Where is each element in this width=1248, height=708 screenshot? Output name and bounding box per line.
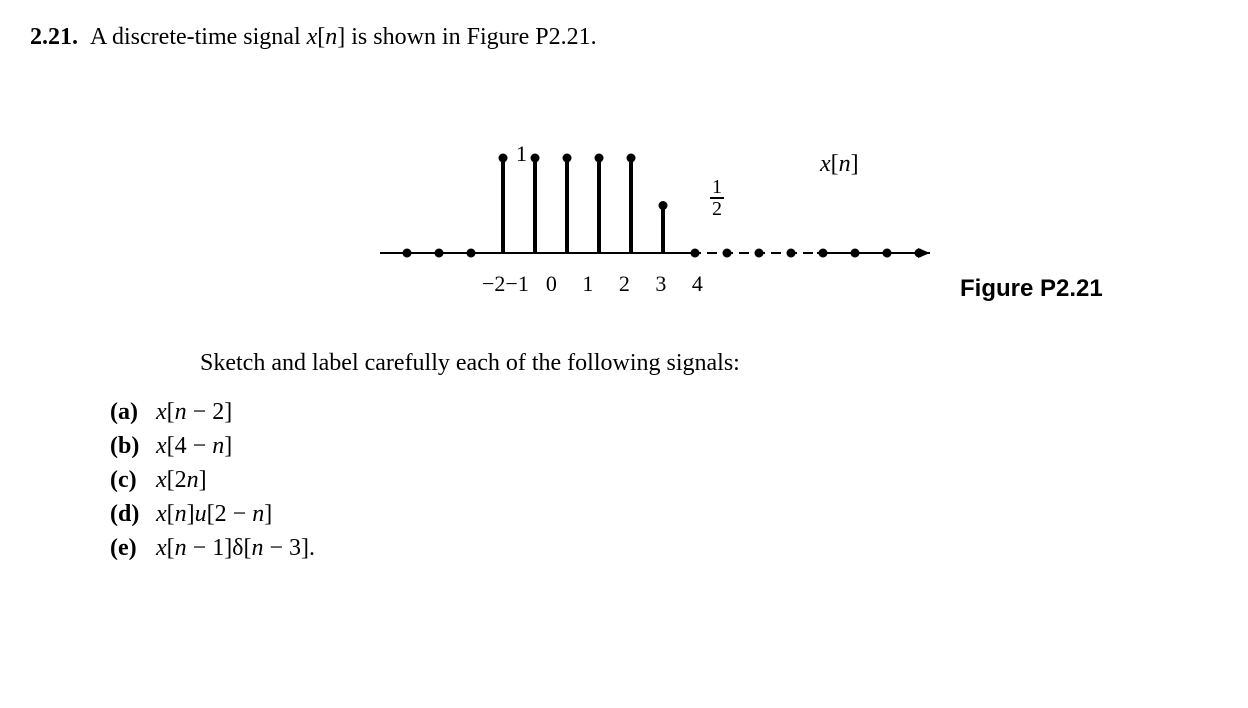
- figure-caption: Figure P2.21: [960, 275, 1103, 303]
- part-b-label: (b): [110, 429, 150, 463]
- part-d-label: (d): [110, 497, 150, 531]
- part-c: (c) x[2n]: [110, 463, 315, 497]
- part-e: (e) x[n − 1]δ[n − 3].: [110, 531, 315, 565]
- half-num: 1: [710, 177, 724, 199]
- parts-list: (a) x[n − 2] (b) x[4 − n] (c) x[2n] (d) …: [110, 395, 315, 565]
- part-d: (d) x[n]u[2 − n]: [110, 497, 315, 531]
- figure-area: 1 1 2 x[n] −2−1 0 1 2 3 4 Figure P2.21: [30, 143, 1218, 343]
- y-one-label: 1: [516, 141, 527, 167]
- part-a: (a) x[n − 2]: [110, 395, 315, 429]
- half-label: 1 2: [710, 177, 724, 219]
- statement-suffix: is shown in Figure P2.21.: [345, 24, 596, 50]
- xaxis-labels: −2−1 0 1 2 3 4: [482, 271, 703, 297]
- half-den: 2: [710, 199, 724, 219]
- signal-label: x[n]: [820, 151, 859, 178]
- part-c-label: (c): [110, 463, 150, 497]
- part-a-label: (a): [110, 395, 150, 429]
- part-e-label: (e): [110, 531, 150, 565]
- problem-header: 2.21. A discrete-time signal x[n] is sho…: [30, 22, 1218, 53]
- index-symbol: n: [325, 24, 337, 50]
- statement-prefix: A discrete-time signal: [90, 24, 307, 50]
- sketch-instruction: Sketch and label carefully each of the f…: [200, 350, 740, 377]
- page: 2.21. A discrete-time signal x[n] is sho…: [0, 0, 1248, 708]
- part-b: (b) x[4 − n]: [110, 429, 315, 463]
- problem-number: 2.21.: [30, 24, 78, 50]
- signal-symbol: x: [307, 24, 318, 50]
